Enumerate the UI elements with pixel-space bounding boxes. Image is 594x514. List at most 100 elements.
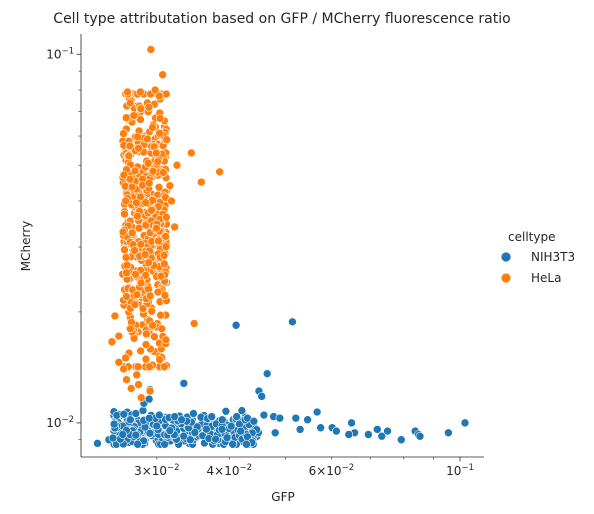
legend-marker-nih3t3 [500, 251, 512, 263]
hela-point [132, 290, 142, 299]
nih3t3-point [226, 421, 236, 431]
hela-point [155, 114, 165, 123]
hela-point [114, 331, 124, 341]
hela-point [141, 340, 151, 349]
nih3t3-point [118, 430, 128, 439]
legend-title: celltype [508, 230, 555, 244]
nih3t3-point [303, 415, 312, 425]
hela-point [136, 192, 145, 202]
hela-point [120, 209, 129, 219]
hela-point [129, 111, 139, 120]
hela-point [136, 346, 145, 356]
hela-point [125, 324, 135, 334]
hela-point [148, 123, 157, 132]
hela-point [119, 129, 128, 138]
nih3t3-point [232, 412, 242, 421]
hela-point [146, 45, 156, 54]
hela-point [118, 227, 128, 237]
data-points [93, 45, 470, 449]
hela-point [132, 370, 142, 380]
legend-marker-hela [500, 272, 512, 284]
hela-point [155, 128, 164, 138]
nih3t3-point [377, 431, 387, 441]
hela-point [150, 85, 160, 95]
nih3t3-point [125, 415, 135, 425]
nih3t3-point [295, 425, 305, 434]
nih3t3-point [231, 320, 241, 330]
nih3t3-point [144, 394, 154, 404]
hela-point [138, 304, 148, 313]
nih3t3-point [211, 434, 220, 444]
hela-point [121, 113, 131, 123]
hela-point [133, 362, 143, 372]
nih3t3-point [288, 317, 297, 327]
nih3t3-point [119, 409, 129, 419]
legend-label-hela: HeLa [531, 271, 561, 285]
nih3t3-point [190, 428, 200, 437]
hela-point [147, 306, 157, 316]
hela-point [114, 357, 124, 367]
nih3t3-point [93, 439, 102, 448]
axis-ticks: 3×10−2 4×10−2 6×10−2 10−1 10−2 10−1 [46, 46, 474, 478]
hela-point [145, 291, 155, 301]
x-tick-label: 6×10−2 [309, 463, 355, 478]
hela-point [130, 166, 140, 176]
hela-point [160, 362, 169, 372]
hela-point [153, 157, 163, 166]
hela-point [123, 87, 132, 97]
nih3t3-point [236, 426, 246, 436]
x-axis-label: GFP [271, 490, 294, 504]
hela-point [153, 287, 163, 297]
hela-point [125, 141, 135, 151]
nih3t3-point [152, 421, 162, 431]
hela-point [133, 211, 142, 221]
hela-point [136, 239, 146, 249]
nih3t3-point [138, 406, 148, 415]
hela-point [144, 258, 154, 267]
hela-point [159, 168, 168, 177]
hela-point [134, 380, 143, 389]
hela-point [133, 132, 142, 142]
hela-point [161, 232, 170, 241]
hela-point [122, 292, 131, 301]
hela-point [143, 159, 153, 168]
hela-point [127, 182, 137, 192]
nih3t3-point [372, 425, 382, 434]
hela-point [126, 384, 136, 393]
nih3t3-point [364, 430, 373, 439]
hela-point [130, 300, 140, 309]
hela-point [121, 196, 130, 206]
hela-point [162, 212, 171, 222]
hela-point [170, 222, 179, 232]
hela-point [189, 319, 199, 328]
nih3t3-point [228, 439, 237, 449]
nih3t3-point [165, 426, 175, 435]
legend-label-nih3t3: NIH3T3 [531, 250, 575, 264]
hela-point [136, 393, 146, 403]
hela-point [162, 135, 171, 144]
hela-point [172, 160, 182, 170]
hela-point [152, 223, 161, 233]
hela-point [121, 353, 130, 363]
nih3t3-point [131, 430, 141, 440]
nih3t3-point [444, 428, 453, 438]
hela-point [145, 362, 154, 372]
hela-point [130, 246, 139, 255]
nih3t3-point [316, 423, 325, 433]
nih3t3-point [396, 435, 406, 445]
hela-point [150, 332, 159, 342]
nih3t3-point [383, 426, 392, 436]
hela-point [136, 115, 145, 124]
hela-point [186, 148, 196, 158]
hela-point [165, 181, 175, 190]
nih3t3-point [189, 409, 198, 418]
hela-point [122, 260, 132, 270]
nih3t3-point [237, 406, 247, 415]
nih3t3-point [222, 433, 232, 443]
hela-point [156, 310, 165, 320]
hela-point [120, 245, 129, 255]
nih3t3-point [415, 431, 425, 441]
x-tick-label: 4×10−2 [207, 463, 253, 478]
hela-point [125, 98, 135, 108]
legend: celltype NIH3T3 HeLa [500, 230, 575, 285]
